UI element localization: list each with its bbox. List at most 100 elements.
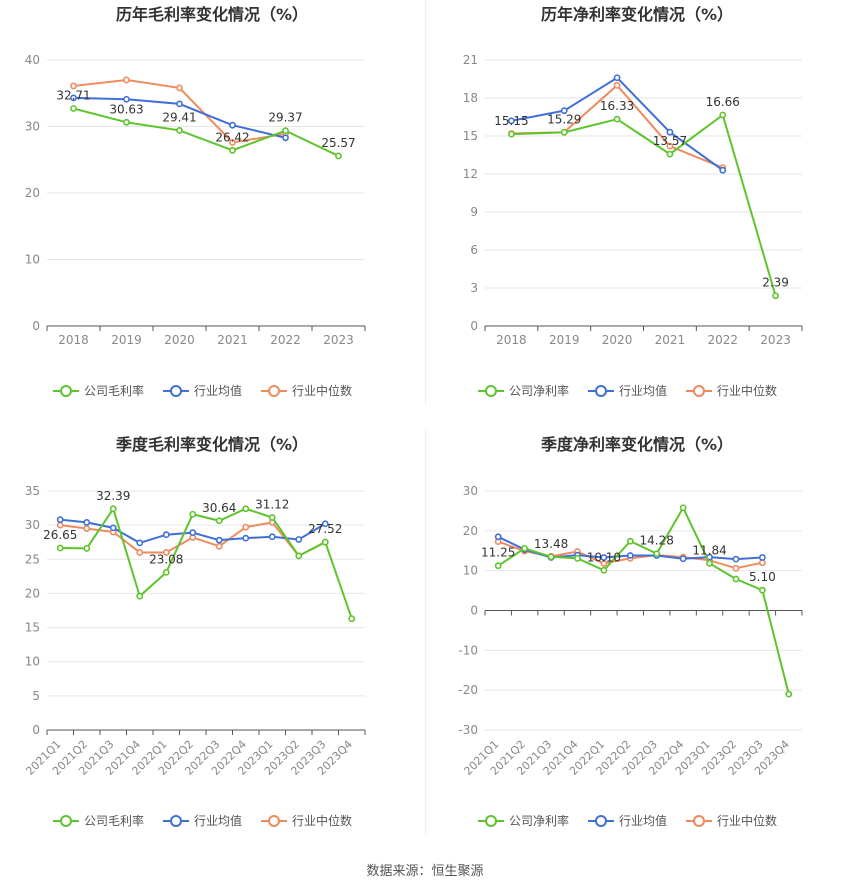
data-label: 10.10 (587, 550, 621, 564)
data-label: 16.66 (706, 95, 740, 109)
data-point-industry_median (229, 139, 236, 146)
legend-label: 行业中位数 (292, 813, 352, 828)
data-label: 5.10 (749, 570, 776, 584)
data-point-industry_avg (123, 95, 130, 103)
y-tick-label: 21 (463, 53, 478, 67)
y-tick-label: 0 (470, 604, 478, 618)
data-label: 30.64 (202, 501, 236, 515)
y-tick-label: 20 (25, 586, 40, 600)
legend-label: 公司净利率 (509, 383, 569, 398)
data-point-industry_avg (758, 554, 766, 561)
data-point-industry_avg (189, 529, 197, 537)
data-point-company (508, 130, 515, 138)
data-point-company (706, 559, 713, 567)
vertical-divider-bottom (425, 430, 426, 835)
data-point-industry_avg (268, 533, 276, 541)
y-tick-label: 30 (463, 484, 478, 498)
data-point-industry_avg (719, 166, 727, 174)
series-line-company (497, 505, 790, 695)
y-tick-label: 30 (25, 120, 40, 134)
legend-marker (485, 815, 497, 827)
x-tick-label: 2018 (496, 333, 527, 347)
chart-title: 季度毛利率变化情况（%） (115, 435, 308, 454)
y-tick-label: 30 (25, 518, 40, 532)
legend-marker (595, 385, 607, 397)
data-point-company (83, 544, 91, 552)
y-tick-label: 15 (25, 621, 40, 635)
data-point-industry_median (732, 564, 740, 572)
x-tick-label: 2020 (164, 333, 195, 347)
legend-label: 行业中位数 (292, 383, 352, 398)
x-tick-label: 2022 (707, 333, 738, 347)
data-point-company (295, 552, 303, 560)
data-point-industry_avg (70, 94, 77, 102)
data-point-company (242, 505, 250, 513)
chart-annual-gross-margin: 历年毛利率变化情况（%） 0 10 20 30 40 2018 2019 2020 2021 202… (25, 5, 366, 398)
y-tick-label: 40 (25, 53, 40, 67)
data-point-industry_avg (282, 134, 289, 142)
data-point-company (560, 128, 568, 136)
data-point-industry_avg (732, 555, 740, 563)
y-tick-label: 18 (463, 91, 478, 105)
data-point-industry_avg (215, 536, 223, 544)
data-point-company (547, 553, 555, 561)
data-point-industry_median (242, 523, 250, 531)
data-point-company (600, 566, 608, 574)
legend-label: 公司毛利率 (84, 383, 144, 398)
data-point-industry_median (215, 542, 223, 550)
legend-marker (170, 385, 182, 397)
x-tick-label: 2019 (549, 333, 580, 347)
series-line-company (511, 113, 777, 297)
data-point-company (123, 118, 130, 126)
x-tick-label: 2018 (58, 333, 89, 347)
data-point-company (719, 111, 727, 119)
data-point-company (321, 538, 329, 546)
data-point-industry_avg (321, 520, 329, 528)
legend-marker (693, 815, 705, 827)
legend-label: 行业中位数 (717, 813, 777, 828)
data-point-industry_median (56, 521, 64, 529)
data-label: 27.52 (308, 522, 342, 536)
data-point-industry_avg (229, 121, 236, 129)
legend-marker (60, 815, 72, 827)
data-point-company (653, 550, 661, 558)
legend-marker (693, 385, 705, 397)
data-point-company (189, 510, 197, 518)
data-label: 16.33 (600, 99, 634, 113)
data-point-company (785, 690, 793, 698)
legend-label: 行业均值 (194, 383, 242, 398)
data-point-industry_avg (560, 107, 568, 115)
y-tick-label: 0 (32, 319, 40, 333)
data-label: 15.15 (494, 114, 528, 128)
data-point-industry_avg (666, 128, 674, 136)
chart-title: 季度净利率变化情况（%） (540, 435, 733, 454)
y-tick-label: 6 (470, 243, 478, 257)
data-label: 32.71 (56, 88, 90, 102)
chart-quarterly-net-margin: 季度净利率变化情况（%）-30-20-1001020302021Q12021Q2… (458, 435, 803, 828)
data-label: 11.25 (481, 546, 515, 560)
legend-label: 行业均值 (619, 813, 667, 828)
data-point-company (772, 292, 779, 300)
data-label: 30.63 (109, 102, 143, 116)
data-label: 25.57 (321, 136, 355, 150)
data-point-industry_median (666, 142, 674, 150)
data-point-company (56, 544, 64, 552)
series-line-industry_avg (511, 76, 724, 172)
data-point-company (176, 127, 183, 134)
data-point-company (732, 575, 740, 583)
data-point-industry_avg (56, 516, 64, 524)
data-point-industry_avg (242, 534, 250, 542)
data-point-company (574, 554, 581, 562)
data-label: 14.28 (640, 534, 674, 548)
legend-label: 行业均值 (619, 383, 667, 398)
legend-marker (170, 815, 182, 827)
y-tick-label: -30 (458, 723, 478, 737)
data-point-company (494, 562, 502, 570)
data-point-industry_median (83, 525, 91, 532)
data-point-company (613, 115, 621, 123)
chart-quarterly-gross-margin: 季度毛利率变化情况（%）051015202530352021Q12021Q220… (23, 435, 366, 828)
data-point-industry_median (613, 81, 621, 89)
data-point-industry_median (162, 549, 170, 556)
data-point-industry_avg (136, 539, 144, 547)
legend-marker (595, 815, 607, 827)
